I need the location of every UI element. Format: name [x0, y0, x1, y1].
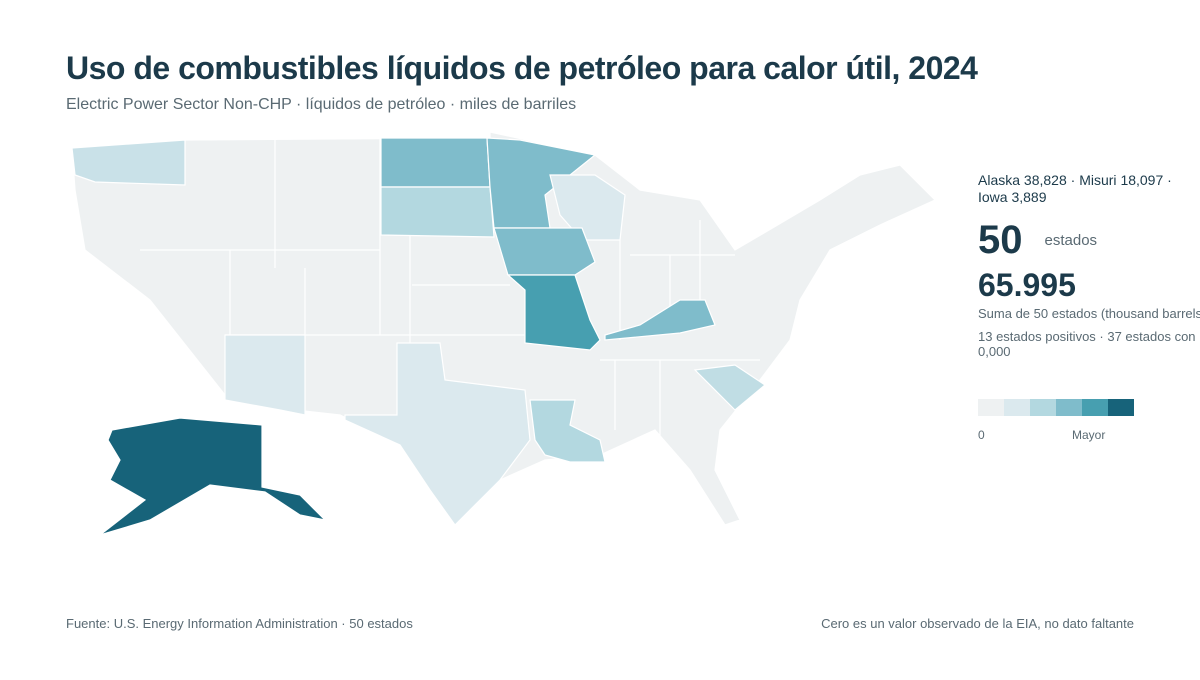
legend-swatch [1030, 399, 1056, 416]
state-value: 3,889 [1011, 189, 1047, 205]
zero: 37 estados con 0,000 [978, 329, 1196, 359]
legend-swatch [1082, 399, 1108, 416]
state-name: Alaska [978, 172, 1021, 188]
map-label: AK [107, 412, 121, 423]
legend-labels: 0 Mayor [978, 428, 1200, 444]
counts-note: 13 estados positivos · 37 estados con 0,… [978, 329, 1196, 359]
state-louisiana [529, 399, 606, 463]
state-kentucky [604, 299, 716, 341]
legend-swatch [1004, 399, 1030, 416]
footer-source: Fuente: U.S. Energy Information Administ… [66, 616, 413, 631]
legend [978, 399, 1200, 416]
total-label: Suma de 50 estados (thousand barrels) [978, 306, 1200, 321]
footer-note: Cero es un valor observado de la EIA, no… [821, 616, 1134, 631]
state-alaska [99, 417, 327, 536]
state-name: Misuri [1079, 172, 1117, 188]
summary: Alaska 38,828 · Misuri 18,097 · Iowa 3,8… [978, 172, 1200, 444]
source-extra: 50 estados [349, 616, 413, 631]
state-arizona [224, 334, 306, 416]
positive: 13 estados positivos [978, 329, 1096, 344]
total: 65.995 [978, 267, 1076, 303]
map: AK HI [71, 131, 937, 536]
state-missouri [506, 274, 601, 351]
us-base [71, 131, 937, 526]
top-states: Alaska 38,828 · Misuri 18,097 · Iowa 3,8… [978, 172, 1172, 205]
subtitle: Electric Power Sector Non-CHP · líquidos… [66, 96, 577, 113]
subtitle-part: Electric Power Sector Non-CHP [66, 96, 292, 113]
count: 50 [978, 218, 1023, 262]
state-north-dakota [380, 137, 491, 188]
state-minnesota [486, 137, 597, 229]
subtitle-part: miles de barriles [459, 96, 577, 113]
legend-swatch [1056, 399, 1082, 416]
state-value: 18,097 [1120, 172, 1164, 188]
legend-swatch [1108, 399, 1134, 416]
state-name: Iowa [978, 189, 1008, 205]
state-washington [71, 139, 186, 186]
legend-swatch [978, 399, 1004, 416]
subtitle-part: líquidos de petróleo [305, 96, 446, 113]
state-value: 38,828 [1023, 172, 1067, 188]
legend-max: Mayor [1072, 428, 1106, 442]
legend-min: 0 [978, 428, 985, 442]
map-label: HI [335, 455, 345, 466]
state-texas [344, 342, 531, 526]
state-iowa [493, 227, 596, 276]
state-south-dakota [380, 186, 495, 238]
count-label: estados [1044, 232, 1098, 249]
state-wisconsin [549, 174, 626, 241]
state-south-carolina [693, 364, 767, 411]
source: Fuente: U.S. Energy Information Administ… [66, 616, 338, 631]
title: Uso de combustibles líquidos de petróleo… [66, 50, 978, 86]
